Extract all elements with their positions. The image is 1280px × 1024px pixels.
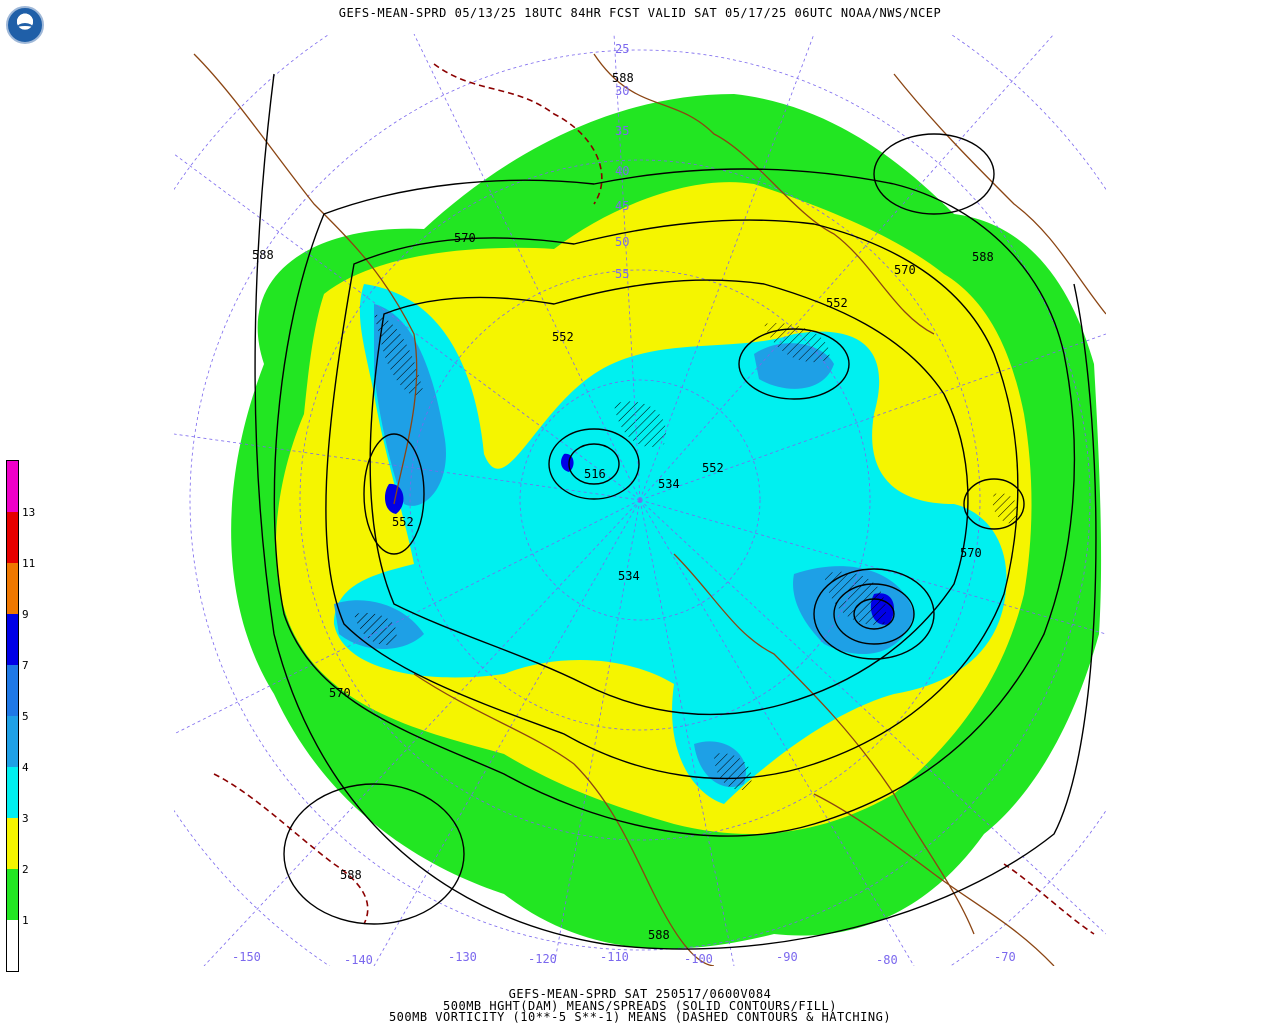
- lon-label: -130: [448, 950, 477, 964]
- lat-labels: 25 30 35 40 45 50 55: [615, 42, 629, 281]
- colorbar-label: 7: [22, 659, 29, 672]
- colorbar-label: 2: [22, 863, 29, 876]
- colorbar-segment: [7, 818, 18, 869]
- contour-label: 588: [648, 928, 670, 942]
- contour-label: 570: [894, 263, 916, 277]
- contour-label: 588: [252, 248, 274, 262]
- contour-label: 552: [392, 515, 414, 529]
- colorbar-segment: [7, 563, 18, 614]
- lat-label: 35: [615, 124, 629, 138]
- noaa-logo: [6, 6, 44, 44]
- colorbar-segment: [7, 665, 18, 716]
- lon-label: -120: [528, 952, 557, 966]
- footer-line-1: GEFS-MEAN-SPRD SAT 250517/0600V084: [508, 987, 772, 1001]
- lon-label: -140: [344, 953, 373, 967]
- lat-label: 40: [615, 164, 629, 178]
- lat-label: 30: [615, 84, 629, 98]
- noaa-bird-icon: [17, 23, 33, 32]
- colorbar-segment: [7, 461, 18, 512]
- graticule: [174, 34, 1106, 966]
- spread-fill-cyan: [334, 284, 1007, 804]
- colorbar-segment: [7, 716, 18, 767]
- contour-label: 588: [612, 71, 634, 85]
- lon-label: -90: [776, 950, 798, 964]
- contour-label: 588: [340, 868, 362, 882]
- colorbar-segment: [7, 614, 18, 665]
- lat-label: 55: [615, 267, 629, 281]
- colorbar-label: 13: [22, 506, 36, 519]
- contour-label: 570: [960, 546, 982, 560]
- contour-label: 570: [329, 686, 351, 700]
- lon-label: -150: [232, 950, 261, 964]
- colorbar-segment: [7, 869, 18, 920]
- contour-label: 552: [702, 461, 724, 475]
- colorbar-label: 5: [22, 710, 29, 723]
- lon-label: -70: [994, 950, 1016, 964]
- contour-label: 552: [826, 296, 848, 310]
- map-svg: 588 588 588 588 588 570 570 570 570 552 …: [174, 34, 1106, 966]
- lon-label: -110: [600, 950, 629, 964]
- colorbar-segment: [7, 920, 18, 971]
- contour-labels: 588 588 588 588 588 570 570 570 570 552 …: [252, 71, 994, 942]
- contour-label: 570: [454, 231, 476, 245]
- lat-label: 50: [615, 235, 629, 249]
- spread-fill: [231, 94, 1102, 949]
- forecast-map: 588 588 588 588 588 570 570 570 570 552 …: [174, 34, 1106, 966]
- lat-label: 25: [615, 42, 629, 56]
- colorbar-label: 3: [22, 812, 29, 825]
- colorbar-segment: [7, 767, 18, 818]
- lon-label: -80: [876, 953, 898, 967]
- contour-label: 534: [618, 569, 640, 583]
- colorbar-label: 9: [22, 608, 29, 621]
- contour-label: 516: [584, 467, 606, 481]
- contour-label: 588: [972, 250, 994, 264]
- vorticity-dashed: [213, 63, 1095, 935]
- contour-label: 534: [658, 477, 680, 491]
- colorbar-segment: [7, 512, 18, 563]
- lon-label: -100: [684, 952, 713, 966]
- colorbar-label: 11: [22, 557, 36, 570]
- colorbar-label: 4: [22, 761, 29, 774]
- spread-colorbar: [6, 460, 19, 972]
- footer-line-2: 500MB HGHT(DAM) MEANS/SPREADS (SOLID CON…: [443, 999, 837, 1013]
- coastlines: [193, 53, 1106, 966]
- footer-line-3: 500MB VORTICITY (10**-5 S**-1) MEANS (DA…: [388, 1010, 892, 1024]
- height-contours: [254, 73, 1097, 950]
- chart-title: GEFS-MEAN-SPRD 05/13/25 18UTC 84HR FCST …: [338, 6, 942, 20]
- colorbar-label: 1: [22, 914, 29, 927]
- contour-label: 552: [552, 330, 574, 344]
- vorticity-hatching: [354, 314, 1018, 790]
- lat-label: 45: [615, 199, 629, 213]
